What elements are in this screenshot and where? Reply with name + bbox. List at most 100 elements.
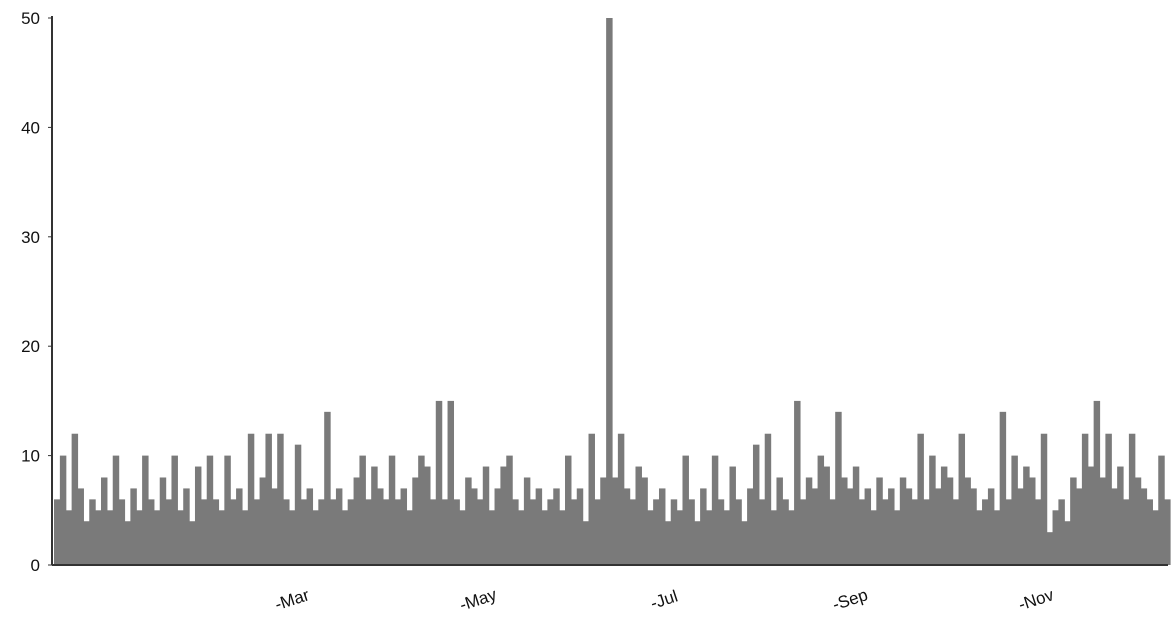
data-bar [805, 477, 813, 565]
data-bar [482, 466, 490, 565]
data-bar [799, 499, 807, 565]
data-bar [388, 455, 396, 565]
data-bar [764, 433, 772, 565]
data-bar [1146, 499, 1153, 565]
data-bar [394, 499, 402, 565]
data-bar [447, 400, 455, 565]
data-bar [171, 455, 178, 565]
data-bar [999, 411, 1007, 565]
data-bar [841, 477, 848, 565]
data-bar [770, 510, 778, 565]
data-bar [412, 477, 419, 565]
data-bar [1029, 477, 1036, 565]
data-bar [1011, 455, 1018, 565]
data-bar [711, 455, 719, 565]
data-bar [658, 488, 666, 565]
data-bar [165, 499, 173, 565]
data-bar [547, 499, 554, 565]
data-bar [882, 499, 889, 565]
data-bar [230, 499, 237, 565]
data-bar [347, 499, 355, 565]
data-bar [588, 433, 595, 565]
data-bar [54, 499, 61, 565]
data-bar [664, 521, 672, 565]
data-bar [335, 488, 343, 565]
data-bar [189, 521, 196, 565]
data-bar [100, 477, 108, 565]
data-bar [241, 510, 249, 565]
data-bar [159, 477, 167, 565]
data-bar [83, 521, 90, 565]
data-bar [582, 521, 590, 565]
y-tick-label: 50 [21, 9, 40, 28]
data-bar [694, 521, 701, 565]
data-bar [471, 488, 478, 565]
data-bar [846, 488, 854, 565]
data-bar [553, 488, 560, 565]
data-bar [465, 477, 472, 565]
data-bar [435, 400, 443, 565]
data-bar [476, 499, 484, 565]
data-bar [1140, 488, 1148, 565]
data-bar [1052, 510, 1059, 565]
data-bar [406, 510, 413, 565]
data-bar [747, 488, 754, 565]
data-bar [952, 499, 960, 565]
data-bar [852, 466, 860, 565]
data-bar [89, 499, 96, 565]
data-bar [288, 510, 296, 565]
data-bar [247, 433, 255, 565]
data-bar [1134, 477, 1142, 565]
data-bar [382, 499, 390, 565]
data-bar [782, 499, 789, 565]
data-bar [518, 510, 525, 565]
data-bar [752, 444, 760, 565]
data-bar [359, 455, 366, 565]
y-axis-ticks: 0 10 20 30 40 50 [21, 9, 52, 575]
data-bar [982, 499, 989, 565]
data-bar [177, 510, 184, 565]
data-bar [1117, 466, 1124, 565]
data-bar [1005, 499, 1013, 565]
data-bar [1099, 477, 1106, 565]
data-bar [1105, 433, 1112, 565]
data-bar [635, 466, 642, 565]
data-bar [283, 499, 290, 565]
data-bar [899, 477, 907, 565]
data-bar [324, 411, 331, 565]
data-bar [459, 510, 466, 565]
data-bar [224, 455, 231, 565]
data-bar [341, 510, 349, 565]
data-bar [147, 499, 155, 565]
data-bar [688, 499, 695, 565]
data-bar [400, 488, 408, 565]
data-bar [500, 466, 507, 565]
data-bar [888, 488, 895, 565]
data-bar [130, 488, 137, 565]
data-bar [923, 499, 930, 565]
data-bar [641, 477, 648, 565]
data-bar [576, 488, 584, 565]
data-bar [1093, 400, 1101, 565]
data-bar [212, 499, 220, 565]
data-bar [1158, 455, 1165, 565]
data-bar [71, 433, 79, 565]
data-bar [142, 455, 149, 565]
data-bar [670, 499, 678, 565]
data-bar [253, 499, 261, 565]
data-bar [1076, 488, 1083, 565]
data-bar [741, 521, 748, 565]
data-bar [776, 477, 783, 565]
data-bar [277, 433, 284, 565]
data-bar [271, 488, 278, 565]
data-bar [306, 488, 314, 565]
data-bar [893, 510, 901, 565]
data-bar [935, 488, 942, 565]
data-bar [623, 488, 631, 565]
y-tick-label: 0 [31, 556, 40, 575]
data-bar [1040, 433, 1048, 565]
data-bar [600, 477, 607, 565]
data-bar [236, 488, 243, 565]
data-bar [365, 499, 372, 565]
